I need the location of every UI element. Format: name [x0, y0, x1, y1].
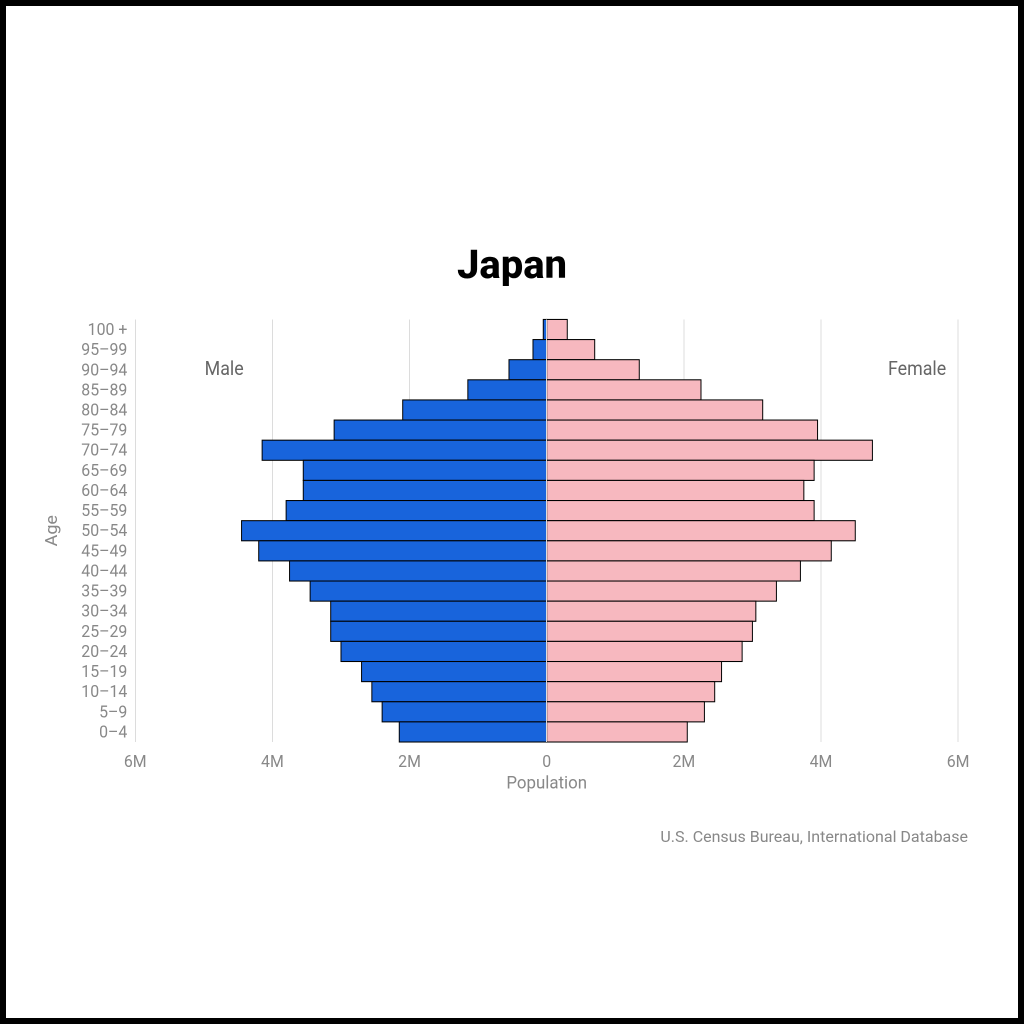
female-bar: [547, 460, 814, 480]
chart-title: Japan: [6, 241, 1018, 288]
x-tick-label: 6M: [947, 752, 970, 772]
female-bar: [547, 319, 568, 339]
male-bar: [262, 440, 547, 460]
age-group-label: 40–44: [81, 561, 127, 581]
male-bar: [331, 601, 547, 621]
male-bar: [303, 460, 546, 480]
female-bar: [547, 702, 705, 722]
age-group-label: 85–89: [81, 380, 127, 400]
y-axis-title: Age: [42, 515, 61, 546]
female-bar: [547, 340, 595, 360]
female-series-label: Female: [888, 358, 946, 380]
male-bar: [341, 641, 547, 661]
female-bar: [547, 380, 701, 400]
age-group-label: 70–74: [81, 440, 127, 460]
male-bar: [399, 722, 546, 742]
age-group-label: 65–69: [81, 460, 127, 480]
female-bar: [547, 501, 814, 521]
age-group-label: 0–4: [99, 722, 127, 742]
male-bar: [543, 319, 546, 339]
age-group-label: 30–34: [81, 601, 127, 621]
female-bar: [547, 521, 856, 541]
chart-area: 100 +95–9990–9485–8980–8475–7970–7465–69…: [51, 311, 973, 818]
female-bar: [547, 561, 801, 581]
x-tick-label: 4M: [261, 752, 284, 772]
x-axis-title: Population: [506, 773, 587, 794]
male-bar: [286, 501, 547, 521]
male-bar: [382, 702, 547, 722]
male-bar: [310, 581, 547, 601]
female-bar: [547, 400, 763, 420]
age-group-label: 60–64: [81, 481, 127, 501]
male-series-label: Male: [205, 358, 244, 380]
female-bar: [547, 601, 756, 621]
age-group-label: 75–79: [81, 420, 127, 440]
male-bar: [509, 360, 547, 380]
male-bar: [362, 662, 547, 682]
age-group-label: 35–39: [81, 581, 127, 601]
female-bar: [547, 480, 804, 500]
male-bar: [242, 521, 547, 541]
x-tick-label: 2M: [672, 752, 695, 772]
age-group-label: 20–24: [81, 642, 127, 662]
x-tick-label: 0: [542, 752, 551, 772]
male-bar: [334, 420, 547, 440]
chart-source: U.S. Census Bureau, International Databa…: [660, 827, 968, 846]
female-bar: [547, 541, 832, 561]
x-tick-label: 6M: [124, 752, 147, 772]
age-group-label: 90–94: [81, 360, 127, 380]
x-tick-label: 4M: [810, 752, 833, 772]
male-bar: [403, 400, 547, 420]
male-bar: [303, 480, 546, 500]
male-bar: [290, 561, 547, 581]
age-group-label: 15–19: [81, 662, 127, 682]
male-bar: [533, 340, 547, 360]
female-bar: [547, 641, 742, 661]
female-bar: [547, 621, 753, 641]
female-bar: [547, 662, 722, 682]
female-bar: [547, 440, 873, 460]
age-group-label: 5–9: [99, 702, 127, 722]
population-pyramid-svg: 100 +95–9990–9485–8980–8475–7970–7465–69…: [51, 311, 973, 818]
male-bar: [372, 682, 547, 702]
male-bar: [331, 621, 547, 641]
age-group-label: 45–49: [81, 541, 127, 561]
female-bar: [547, 581, 777, 601]
age-group-label: 95–99: [81, 340, 127, 360]
age-group-label: 50–54: [81, 521, 127, 541]
x-tick-label: 2M: [398, 752, 421, 772]
age-group-label: 25–29: [81, 621, 127, 641]
male-bar: [468, 380, 547, 400]
male-bar: [259, 541, 547, 561]
chart-frame: Japan 100 +95–9990–9485–8980–8475–7970–7…: [0, 0, 1024, 1024]
female-bar: [547, 722, 688, 742]
age-group-label: 55–59: [81, 501, 127, 521]
female-bar: [547, 682, 715, 702]
age-group-label: 100 +: [88, 320, 128, 340]
female-bar: [547, 420, 818, 440]
female-bar: [547, 360, 640, 380]
age-group-label: 80–84: [81, 400, 127, 420]
age-group-label: 10–14: [81, 682, 127, 702]
